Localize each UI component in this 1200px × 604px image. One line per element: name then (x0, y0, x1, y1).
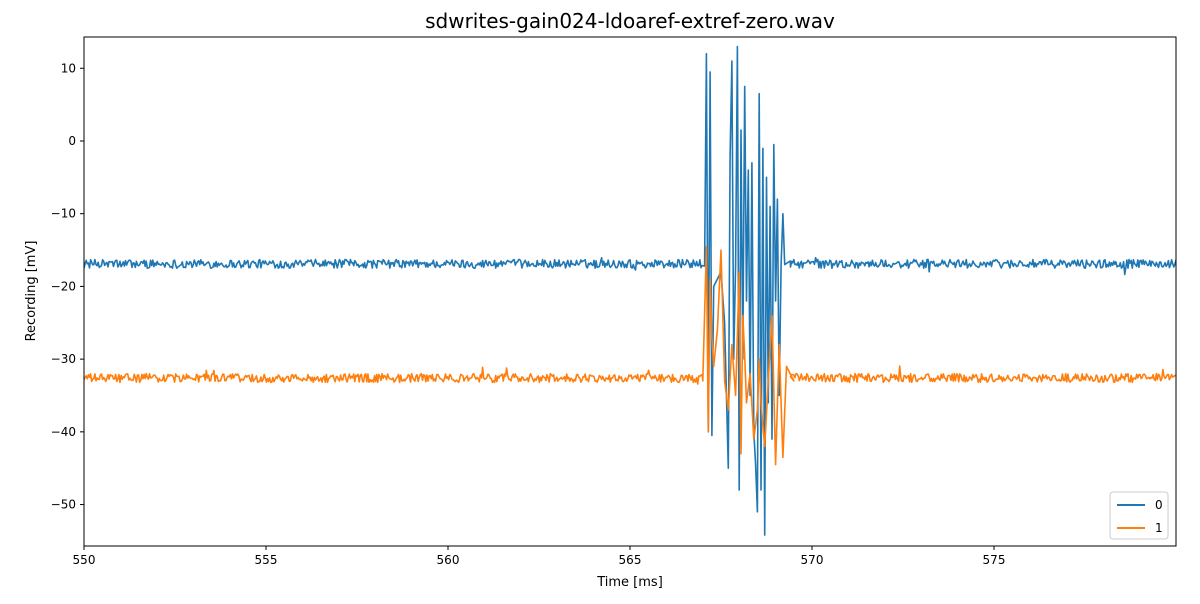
series-line-1 (84, 245, 1176, 466)
chart-title: sdwrites-gain024-ldoaref-extref-zero.wav (425, 9, 835, 33)
x-tick-label: 575 (983, 553, 1006, 567)
x-tick-label: 565 (619, 553, 642, 567)
x-tick-label: 560 (437, 553, 460, 567)
y-tick-label: −20 (51, 279, 76, 293)
y-axis-label: Recording [mV] (24, 241, 39, 342)
y-tick-label: −30 (51, 352, 76, 366)
series-line-0 (84, 45, 1176, 536)
y-tick-label: 0 (68, 134, 76, 148)
x-axis-label: Time [ms] (596, 575, 663, 590)
y-tick-label: −40 (51, 425, 76, 439)
legend-label-1: 1 (1155, 521, 1163, 535)
plot-lines (84, 45, 1176, 536)
legend: 01 (1109, 491, 1169, 540)
legend-label-0: 0 (1155, 498, 1163, 512)
x-tick-label: 550 (73, 553, 96, 567)
x-tick-label: 570 (801, 553, 824, 567)
y-tick-label: −10 (51, 207, 76, 221)
y-tick-label: 10 (61, 61, 76, 75)
y-axis: 10 0 −10 −20 −30 −40 −50 (51, 61, 84, 512)
x-axis: 550 555 560 565 570 575 (73, 546, 1006, 567)
y-tick-label: −50 (51, 498, 76, 512)
x-tick-label: 555 (255, 553, 278, 567)
